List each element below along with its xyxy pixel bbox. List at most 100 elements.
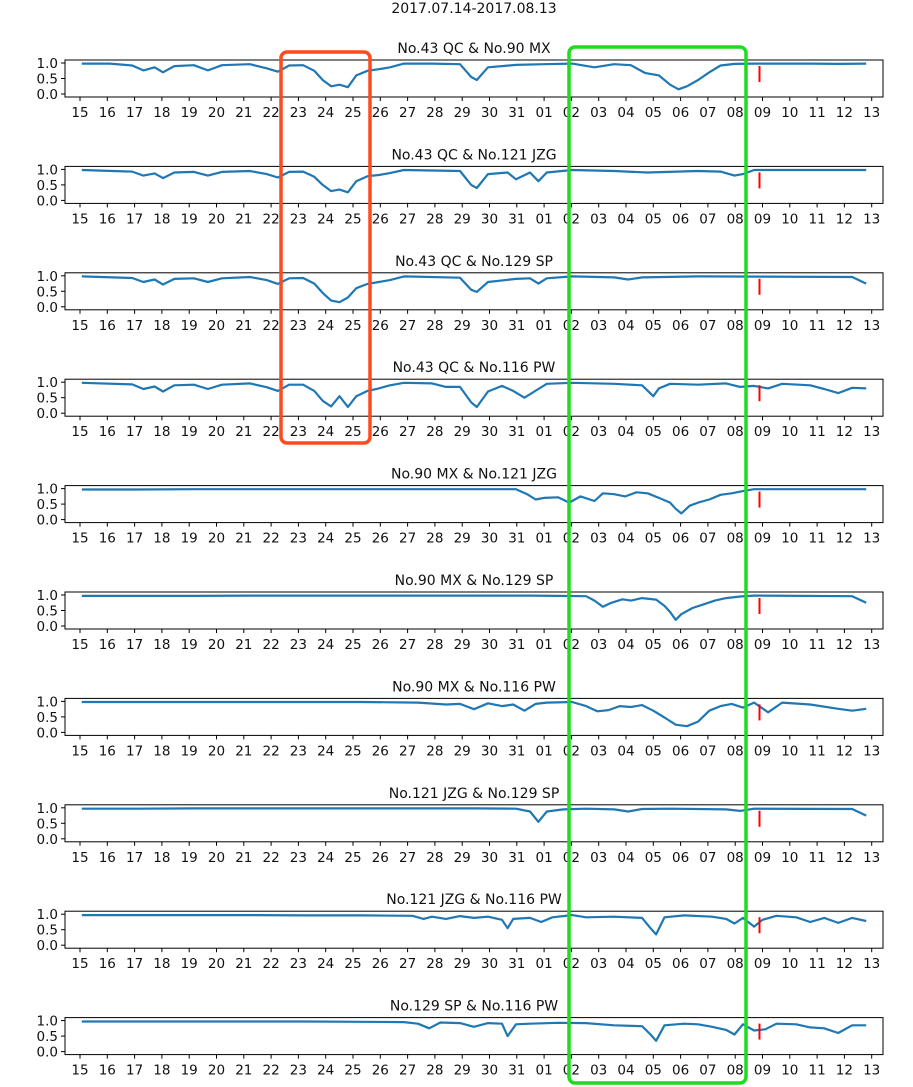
x-tick-label: 24 xyxy=(317,105,334,121)
x-tick-label: 23 xyxy=(290,105,307,121)
subplot-stack: No.43 QC & No.90 MX1.00.50.015 16 17 18 19 20… xyxy=(37,41,884,1079)
x-tick-label: 30 xyxy=(481,637,498,653)
x-tick-label: 06 xyxy=(672,105,689,121)
x-tick-label: 05 xyxy=(645,318,662,334)
subplot-6: No.90 MX & No.129 SP 1.00.50.0 15 16 17 18 19 2… xyxy=(37,573,884,653)
x-tick-label: 17 xyxy=(126,1063,143,1079)
x-tick-label: 01 xyxy=(536,637,553,653)
x-tick-label: 02 xyxy=(563,318,580,334)
subplot-9: No.121 JZG & No.116 PW 1.00.50.0 15 16 17 18 1… xyxy=(37,892,884,972)
y-tick-label: 0.0 xyxy=(37,1045,58,1061)
x-tick-label: 03 xyxy=(590,1063,607,1079)
x-tick-label: 21 xyxy=(235,531,252,547)
x-tick-label: 16 xyxy=(99,424,116,440)
x-tick-label: 08 xyxy=(727,105,744,121)
x-tick-label: 01 xyxy=(536,1063,553,1079)
x-tick-label: 03 xyxy=(590,956,607,972)
x-tick-label: 30 xyxy=(481,105,498,121)
x-tick-label: 20 xyxy=(208,531,225,547)
x-tick-label: 23 xyxy=(290,743,307,759)
subplot-7: No.90 MX & No.116 PW 1.00.50.0 15 16 17 18 19 2… xyxy=(37,679,884,759)
x-tick-label: 06 xyxy=(672,956,689,972)
x-tick-label: 09 xyxy=(754,424,771,440)
y-tick-label: 1.0 xyxy=(37,801,58,817)
x-tick-label: 25 xyxy=(344,531,361,547)
y-tick-label: 0.0 xyxy=(37,832,58,848)
x-tick-label: 13 xyxy=(863,424,880,440)
y-tick-label: 0.5 xyxy=(37,604,58,620)
x-tick-label: 17 xyxy=(126,318,143,334)
x-tick-label: 10 xyxy=(781,743,798,759)
x-tick-label: 16 xyxy=(99,637,116,653)
x-tick-label: 06 xyxy=(672,637,689,653)
x-tick-label: 22 xyxy=(263,637,280,653)
x-tick-label: 17 xyxy=(126,105,143,121)
x-tick-label: 30 xyxy=(481,531,498,547)
series-line xyxy=(81,914,867,936)
x-tick-label: 30 xyxy=(481,211,498,227)
x-tick-label: 02 xyxy=(563,956,580,972)
x-tick-label: 16 xyxy=(99,531,116,547)
x-tick-label: 26 xyxy=(372,105,389,121)
x-tick-label: 22 xyxy=(263,424,280,440)
x-tick-label: 26 xyxy=(372,743,389,759)
x-tick-label: 17 xyxy=(126,531,143,547)
y-tick-label: 1.0 xyxy=(37,694,58,710)
x-tick-label: 03 xyxy=(590,318,607,334)
series-line xyxy=(81,1020,867,1042)
x-tick-label: 18 xyxy=(153,211,170,227)
x-tick-label: 25 xyxy=(344,956,361,972)
x-tick-label: 08 xyxy=(727,424,744,440)
x-tick-label: 18 xyxy=(153,850,170,866)
x-tick-label: 05 xyxy=(645,850,662,866)
x-tick-label: 03 xyxy=(590,424,607,440)
series-line xyxy=(81,62,867,91)
x-tick-label: 11 xyxy=(809,531,826,547)
x-tick-label: 08 xyxy=(727,956,744,972)
x-tick-label: 12 xyxy=(836,1063,853,1079)
x-tick-label: 30 xyxy=(481,850,498,866)
x-tick-label: 31 xyxy=(508,531,525,547)
x-tick-label: 26 xyxy=(372,956,389,972)
x-tick-label: 04 xyxy=(617,531,634,547)
subplot-title: No.43 QC & No.121 JZG xyxy=(391,147,556,163)
x-tick-label: 22 xyxy=(263,743,280,759)
x-tick-label: 12 xyxy=(836,850,853,866)
series-line xyxy=(81,275,867,304)
x-tick-label: 03 xyxy=(590,637,607,653)
x-tick-label: 15 xyxy=(71,956,88,972)
x-tick-label: 28 xyxy=(426,743,443,759)
x-tick-label: 20 xyxy=(208,637,225,653)
x-tick-label: 07 xyxy=(699,956,716,972)
x-tick-label: 29 xyxy=(454,318,471,334)
x-tick-label: 23 xyxy=(290,318,307,334)
x-tick-label: 29 xyxy=(454,105,471,121)
x-tick-label: 09 xyxy=(754,211,771,227)
x-tick-label: 07 xyxy=(699,531,716,547)
x-tick-label: 13 xyxy=(863,743,880,759)
x-tick-label: 10 xyxy=(781,318,798,334)
x-tick-label: 16 xyxy=(99,318,116,334)
x-tick-label: 03 xyxy=(590,105,607,121)
x-tick-label: 01 xyxy=(536,531,553,547)
x-tick-label: 28 xyxy=(426,318,443,334)
x-tick-label: 15 xyxy=(71,318,88,334)
x-tick-label: 27 xyxy=(399,318,416,334)
green-highlight-box xyxy=(567,45,748,1085)
x-tick-label: 24 xyxy=(317,1063,334,1079)
x-tick-label: 13 xyxy=(863,956,880,972)
x-tick-label: 07 xyxy=(699,743,716,759)
x-tick-label: 21 xyxy=(235,105,252,121)
x-tick-label: 25 xyxy=(344,318,361,334)
x-tick-label: 30 xyxy=(481,318,498,334)
x-tick-label: 10 xyxy=(781,424,798,440)
x-tick-label: 12 xyxy=(836,743,853,759)
x-tick-label: 29 xyxy=(454,531,471,547)
subplot-title: No.90 MX & No.121 JZG xyxy=(391,467,557,483)
x-tick-label: 15 xyxy=(71,1063,88,1079)
x-tick-label: 19 xyxy=(181,743,198,759)
x-tick-label: 25 xyxy=(344,105,361,121)
x-tick-label: 13 xyxy=(863,318,880,334)
x-tick-label: 07 xyxy=(699,850,716,866)
x-tick-label: 15 xyxy=(71,105,88,121)
